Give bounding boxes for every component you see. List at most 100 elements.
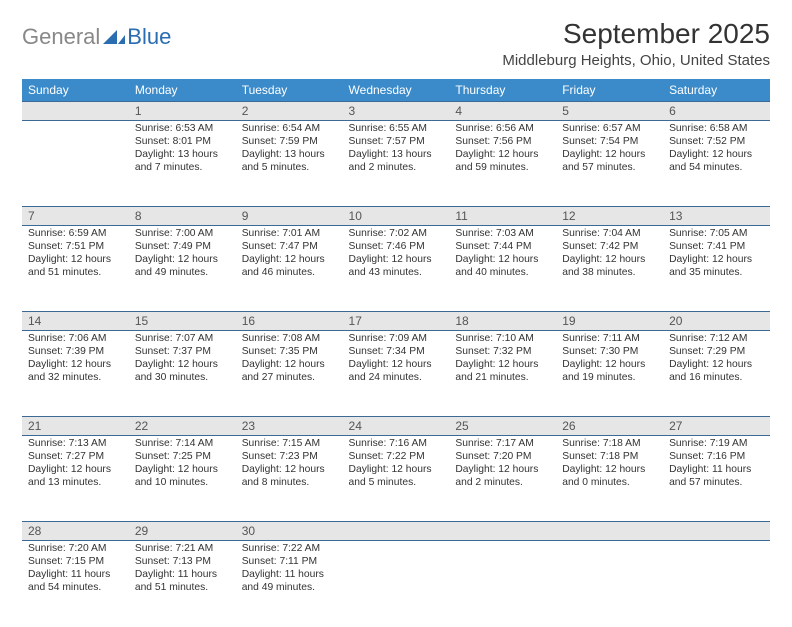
day-number: 16 [236,312,343,331]
sunrise-text: Sunrise: 7:13 AM [28,438,123,451]
sunset-text: Sunset: 7:44 PM [455,241,550,254]
sunset-text: Sunset: 7:52 PM [669,136,764,149]
sunrise-text: Sunrise: 7:21 AM [135,543,230,556]
day-cell: Sunrise: 7:16 AMSunset: 7:22 PMDaylight:… [343,436,450,522]
day-number: 2 [236,102,343,121]
title-block: September 2025 Middleburg Heights, Ohio,… [502,18,770,69]
day-number: 14 [22,312,129,331]
day-number [663,522,770,541]
day-number: 3 [343,102,450,121]
day-cell: Sunrise: 6:57 AMSunset: 7:54 PMDaylight:… [556,121,663,207]
sunrise-text: Sunrise: 7:07 AM [135,333,230,346]
sunrise-text: Sunrise: 7:19 AM [669,438,764,451]
day-number: 24 [343,417,450,436]
day-cell: Sunrise: 6:54 AMSunset: 7:59 PMDaylight:… [236,121,343,207]
day-cell: Sunrise: 7:20 AMSunset: 7:15 PMDaylight:… [22,541,129,627]
daylight-text: Daylight: 12 hours and 54 minutes. [669,149,764,175]
day-number: 28 [22,522,129,541]
sunset-text: Sunset: 7:15 PM [28,556,123,569]
day-cell [22,121,129,207]
sunset-text: Sunset: 7:59 PM [242,136,337,149]
sunrise-text: Sunrise: 7:06 AM [28,333,123,346]
sunrise-text: Sunrise: 7:08 AM [242,333,337,346]
day-cell: Sunrise: 7:13 AMSunset: 7:27 PMDaylight:… [22,436,129,522]
day-number: 25 [449,417,556,436]
day-number: 6 [663,102,770,121]
sunset-text: Sunset: 7:42 PM [562,241,657,254]
daylight-text: Daylight: 12 hours and 46 minutes. [242,254,337,280]
daylight-text: Daylight: 11 hours and 51 minutes. [135,569,230,595]
sunrise-text: Sunrise: 7:10 AM [455,333,550,346]
day-cell: Sunrise: 6:59 AMSunset: 7:51 PMDaylight:… [22,226,129,312]
day-number [22,102,129,121]
sunset-text: Sunset: 7:49 PM [135,241,230,254]
sunset-text: Sunset: 7:35 PM [242,346,337,359]
daylight-text: Daylight: 12 hours and 24 minutes. [349,359,444,385]
sunrise-text: Sunrise: 7:00 AM [135,228,230,241]
daylight-text: Daylight: 12 hours and 16 minutes. [669,359,764,385]
daynum-row: 78910111213 [22,207,770,226]
logo-text-gray: General [22,24,100,50]
day-cell: Sunrise: 7:10 AMSunset: 7:32 PMDaylight:… [449,331,556,417]
daylight-text: Daylight: 12 hours and 5 minutes. [349,464,444,490]
dow-wednesday: Wednesday [343,79,450,102]
sunset-text: Sunset: 7:39 PM [28,346,123,359]
day-cell: Sunrise: 7:17 AMSunset: 7:20 PMDaylight:… [449,436,556,522]
daynum-row: 282930 [22,522,770,541]
daylight-text: Daylight: 12 hours and 32 minutes. [28,359,123,385]
dow-monday: Monday [129,79,236,102]
sunrise-text: Sunrise: 6:53 AM [135,123,230,136]
daylight-text: Daylight: 12 hours and 10 minutes. [135,464,230,490]
daylight-text: Daylight: 12 hours and 2 minutes. [455,464,550,490]
sunset-text: Sunset: 7:13 PM [135,556,230,569]
daylight-text: Daylight: 13 hours and 2 minutes. [349,149,444,175]
sunrise-text: Sunrise: 7:15 AM [242,438,337,451]
day-cell: Sunrise: 7:00 AMSunset: 7:49 PMDaylight:… [129,226,236,312]
day-number: 21 [22,417,129,436]
day-cell: Sunrise: 7:06 AMSunset: 7:39 PMDaylight:… [22,331,129,417]
dow-tuesday: Tuesday [236,79,343,102]
sunset-text: Sunset: 8:01 PM [135,136,230,149]
day-cell: Sunrise: 7:22 AMSunset: 7:11 PMDaylight:… [236,541,343,627]
daylight-text: Daylight: 13 hours and 5 minutes. [242,149,337,175]
sunset-text: Sunset: 7:34 PM [349,346,444,359]
content-row: Sunrise: 7:13 AMSunset: 7:27 PMDaylight:… [22,436,770,522]
daynum-row: 123456 [22,102,770,121]
daylight-text: Daylight: 12 hours and 43 minutes. [349,254,444,280]
daylight-text: Daylight: 12 hours and 27 minutes. [242,359,337,385]
header: General Blue September 2025 Middleburg H… [22,18,770,69]
sunset-text: Sunset: 7:46 PM [349,241,444,254]
daylight-text: Daylight: 12 hours and 51 minutes. [28,254,123,280]
day-number: 8 [129,207,236,226]
dow-thursday: Thursday [449,79,556,102]
sunrise-text: Sunrise: 6:54 AM [242,123,337,136]
day-cell [663,541,770,627]
day-number: 5 [556,102,663,121]
daylight-text: Daylight: 13 hours and 7 minutes. [135,149,230,175]
sunrise-text: Sunrise: 7:09 AM [349,333,444,346]
day-number: 27 [663,417,770,436]
day-cell: Sunrise: 7:12 AMSunset: 7:29 PMDaylight:… [663,331,770,417]
day-cell: Sunrise: 7:05 AMSunset: 7:41 PMDaylight:… [663,226,770,312]
sunrise-text: Sunrise: 7:18 AM [562,438,657,451]
sunrise-text: Sunrise: 7:12 AM [669,333,764,346]
sunset-text: Sunset: 7:54 PM [562,136,657,149]
day-number: 23 [236,417,343,436]
sunrise-text: Sunrise: 7:14 AM [135,438,230,451]
day-cell: Sunrise: 7:11 AMSunset: 7:30 PMDaylight:… [556,331,663,417]
day-number: 30 [236,522,343,541]
dow-sunday: Sunday [22,79,129,102]
day-number: 13 [663,207,770,226]
day-cell [343,541,450,627]
day-number: 10 [343,207,450,226]
sunrise-text: Sunrise: 7:01 AM [242,228,337,241]
day-cell: Sunrise: 6:58 AMSunset: 7:52 PMDaylight:… [663,121,770,207]
calendar-table: Sunday Monday Tuesday Wednesday Thursday… [22,79,770,627]
sunset-text: Sunset: 7:16 PM [669,451,764,464]
daylight-text: Daylight: 12 hours and 13 minutes. [28,464,123,490]
day-number: 20 [663,312,770,331]
day-number: 29 [129,522,236,541]
day-number: 12 [556,207,663,226]
day-number: 18 [449,312,556,331]
sunrise-text: Sunrise: 6:56 AM [455,123,550,136]
